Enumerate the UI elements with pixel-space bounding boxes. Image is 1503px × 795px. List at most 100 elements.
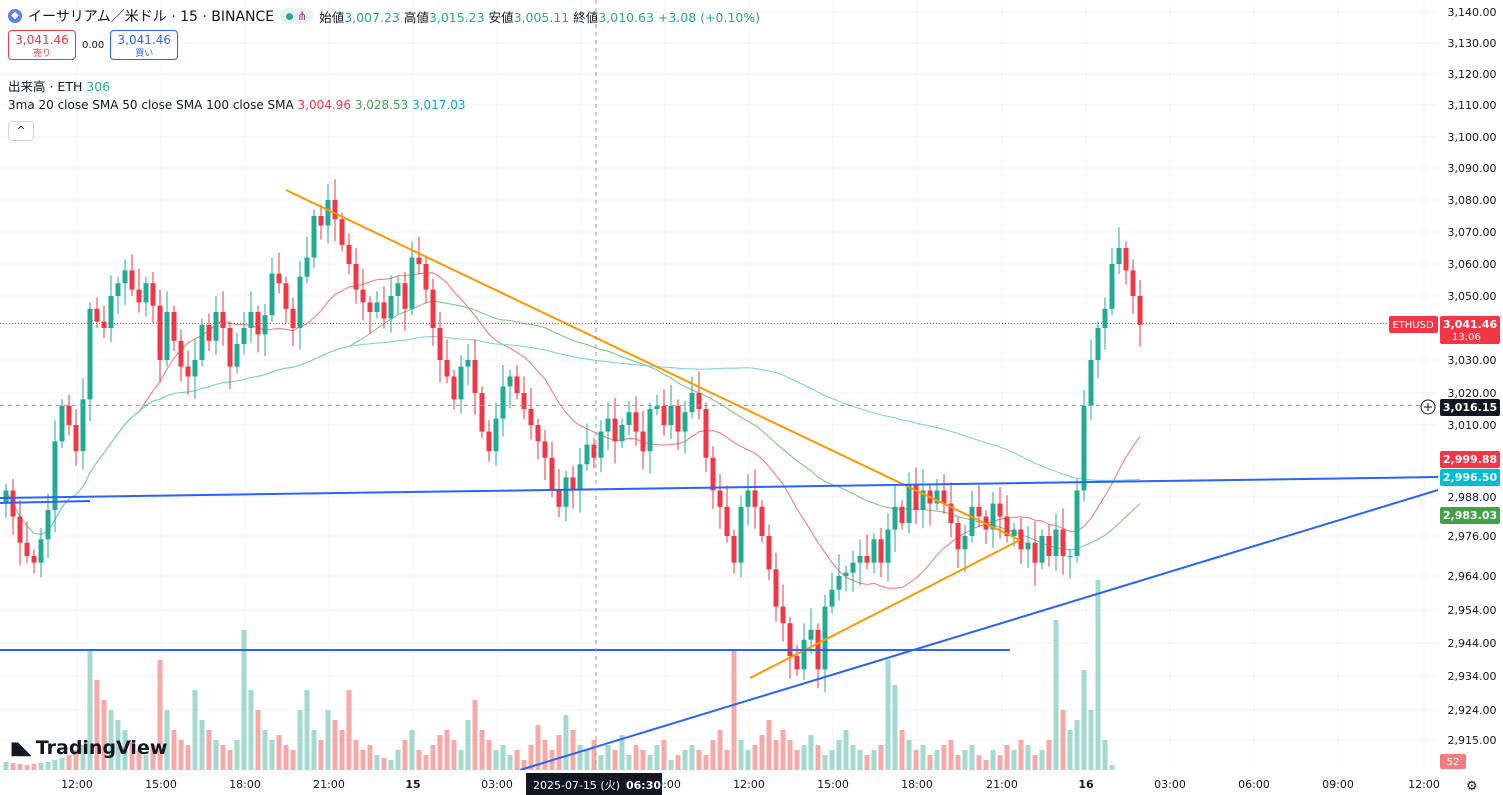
- candle: [955, 516, 961, 568]
- candle-body: [143, 283, 149, 303]
- buy-button[interactable]: 3,041.46 買い: [110, 30, 179, 60]
- candle: [395, 276, 401, 314]
- volume-bar: [325, 710, 331, 770]
- candle-body: [948, 503, 954, 523]
- candle: [157, 289, 163, 383]
- candle: [444, 339, 450, 384]
- candle: [1109, 248, 1115, 316]
- candle: [1046, 524, 1052, 567]
- symbol-legend: ◆ イーサリアム／米ドル · 15 · BINANCE ⋔ 始値3,007.23…: [8, 6, 760, 26]
- time-tick-label: 12:00: [733, 778, 765, 791]
- candle: [871, 532, 877, 574]
- collapse-legend-button[interactable]: ^: [8, 121, 34, 141]
- market-status-dot-icon: [286, 12, 294, 20]
- candle: [857, 539, 863, 586]
- candle-body: [731, 536, 737, 563]
- volume-bar: [101, 700, 107, 770]
- candle: [738, 495, 744, 578]
- candle-body: [31, 556, 37, 563]
- volume-bar: [591, 740, 597, 770]
- candle: [605, 402, 611, 450]
- candle-body: [906, 483, 912, 523]
- candle: [787, 616, 793, 679]
- candle: [192, 339, 198, 399]
- candle: [941, 474, 947, 514]
- candle: [255, 305, 261, 353]
- volume-bar: [647, 755, 653, 770]
- candle: [1067, 549, 1073, 579]
- candle-body: [885, 529, 891, 563]
- candle: [374, 291, 380, 319]
- candle-body: [836, 576, 842, 590]
- price-tick-label: 3,030.00: [1448, 354, 1497, 367]
- candle-body: [871, 539, 877, 563]
- candle-body: [857, 556, 863, 563]
- candle: [1032, 521, 1038, 586]
- time-tick-label: 03:00: [1154, 778, 1186, 791]
- candle: [304, 236, 310, 284]
- crosshair-time-label: 2025-07-15 (火): [533, 779, 620, 792]
- volume-bar: [1095, 580, 1101, 770]
- volume-bar: [1039, 750, 1045, 770]
- candle: [563, 470, 569, 522]
- symbol-title[interactable]: イーサリアム／米ドル · 15 · BINANCE: [28, 9, 275, 25]
- price-tick-label: 2,988.00: [1448, 491, 1497, 504]
- candle-body: [346, 244, 352, 264]
- candle-body: [164, 312, 170, 360]
- price-badge-label: 3,016.15: [1443, 401, 1497, 414]
- ascending-trendline: [749, 539, 1021, 679]
- market-status[interactable]: ⋔: [280, 8, 314, 24]
- volume-bar: [451, 740, 457, 770]
- share-icon[interactable]: ⋔: [297, 9, 308, 23]
- volume-bar: [87, 650, 93, 770]
- candle: [143, 276, 149, 317]
- candle: [1018, 518, 1024, 564]
- candle: [1081, 389, 1087, 501]
- candle-body: [1011, 529, 1017, 536]
- volume-bar: [773, 740, 779, 770]
- volume-legend[interactable]: 出来高 · ETH 306: [8, 79, 111, 94]
- volume-bar: [934, 750, 940, 770]
- sell-button[interactable]: 3,041.46 売り: [8, 30, 76, 60]
- volume-bar: [381, 758, 387, 770]
- candle-body: [283, 283, 289, 309]
- price-tick-label: 3,140.00: [1448, 6, 1497, 19]
- volume-bar: [556, 735, 562, 770]
- candle-body: [542, 441, 548, 458]
- price-tick-label: 2,915.00: [1448, 734, 1497, 747]
- candle-body: [703, 409, 709, 458]
- volume-bar: [808, 735, 814, 770]
- candle-body: [192, 360, 198, 377]
- candle: [423, 257, 429, 304]
- candle-body: [38, 539, 44, 563]
- candle: [101, 305, 107, 339]
- volume-bar: [717, 730, 723, 770]
- time-tick-label: 03:00: [481, 778, 513, 791]
- candle: [241, 312, 247, 355]
- candle-body: [584, 444, 590, 465]
- volume-bar: [318, 740, 324, 770]
- volume-bar: [94, 680, 100, 770]
- volume-bar: [794, 750, 800, 770]
- candle-body: [171, 312, 177, 341]
- candle-body: [1130, 270, 1136, 296]
- price-tick-label: 2,924.00: [1448, 704, 1497, 717]
- candle-body: [388, 296, 394, 319]
- candle-body: [507, 376, 513, 387]
- volume-bar: [1074, 720, 1080, 770]
- volume-bar: [857, 750, 863, 770]
- candle-body: [17, 516, 23, 543]
- candle: [269, 257, 275, 322]
- symbol-badge: [1389, 316, 1438, 333]
- candle-body: [612, 418, 618, 442]
- volume-bar: [752, 745, 758, 770]
- ma-legend[interactable]: 3ma 20 close SMA 50 close SMA 100 close …: [8, 98, 466, 112]
- volume-bar: [731, 650, 737, 770]
- candle-body: [934, 490, 940, 504]
- candle: [45, 493, 51, 558]
- volume-bar: [213, 740, 219, 770]
- candle-body: [66, 405, 72, 425]
- volume-bar: [486, 740, 492, 770]
- volume-bar: [521, 760, 527, 770]
